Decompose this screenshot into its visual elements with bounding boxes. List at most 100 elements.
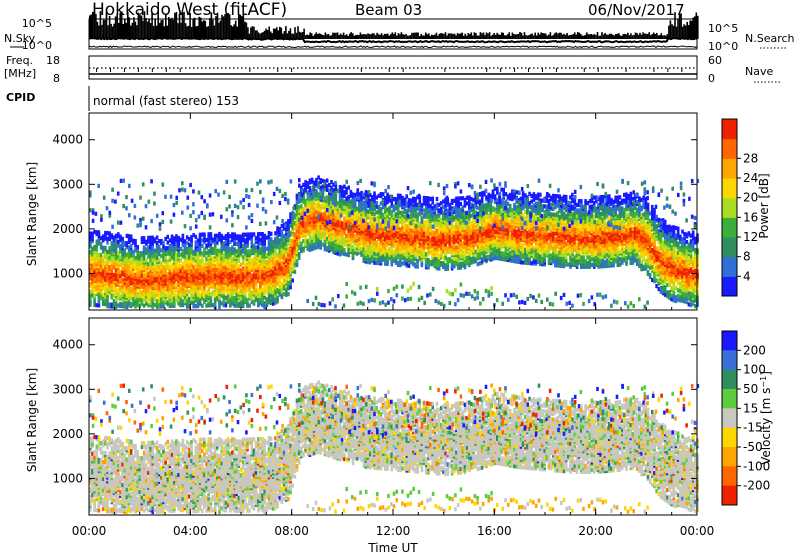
noise-bar <box>417 32 419 39</box>
noise-bar <box>371 33 374 39</box>
power-cell <box>140 236 144 241</box>
power-cell <box>224 284 228 289</box>
noise-bar <box>158 23 161 39</box>
power-cell <box>323 220 327 225</box>
power-cell <box>317 229 320 234</box>
noise-bar <box>681 26 684 39</box>
power-cell <box>112 299 116 304</box>
power-cell <box>198 266 202 271</box>
power-cell <box>106 231 109 236</box>
noise-bar <box>497 34 500 39</box>
power-cell <box>315 177 318 183</box>
power-cell <box>287 247 290 252</box>
power-cell <box>328 224 331 229</box>
power-cell <box>403 240 406 246</box>
power-cell <box>229 239 232 244</box>
power-cell <box>300 247 303 252</box>
power-cell <box>224 234 228 239</box>
noise-bar <box>397 33 400 39</box>
noise-bar <box>295 32 298 39</box>
power-cell <box>151 304 154 310</box>
noise-bar <box>575 34 577 39</box>
noise-bar <box>455 35 457 39</box>
power-cell <box>282 226 286 231</box>
power-cell <box>362 221 366 226</box>
power-cell <box>392 253 396 258</box>
power-cell <box>306 194 310 199</box>
noise-bar <box>576 32 579 39</box>
noise-bar <box>289 28 292 39</box>
power-cell <box>317 222 320 227</box>
power-cell <box>358 192 361 197</box>
noise-bar <box>301 32 304 39</box>
noise-bar <box>256 30 258 39</box>
noise-bar <box>310 33 313 39</box>
power-cell <box>375 216 378 221</box>
power-cell <box>427 228 430 233</box>
power-cell <box>254 252 258 257</box>
power-cell <box>347 209 350 215</box>
noise-bar <box>690 20 693 39</box>
power-cell <box>289 216 292 221</box>
noise-bar <box>183 11 185 40</box>
power-cell <box>194 304 198 309</box>
power-cell <box>248 292 251 297</box>
power-cell <box>429 217 432 222</box>
noise-bar <box>306 34 308 39</box>
power-cell <box>190 235 193 240</box>
power-cell <box>110 257 114 262</box>
power-cell <box>435 213 439 218</box>
noise-bar <box>390 34 392 39</box>
power-cell <box>373 198 376 204</box>
power-cell <box>254 273 258 278</box>
noise-bar <box>225 13 228 39</box>
noise-bar <box>418 36 421 39</box>
power-cell <box>108 302 111 307</box>
power-cell <box>442 264 445 270</box>
noise-bar <box>326 34 328 39</box>
power-cell <box>287 234 290 239</box>
power-cell <box>267 300 271 305</box>
power-cell <box>259 297 262 302</box>
power-cell <box>254 245 258 250</box>
power-cell <box>319 185 322 190</box>
power-cell <box>420 231 424 236</box>
power-cell <box>347 219 350 224</box>
noise-bar <box>120 11 123 39</box>
noise-bar <box>345 34 348 39</box>
noise-bar <box>504 35 506 39</box>
power-cell <box>442 233 445 238</box>
power-cell <box>246 249 249 254</box>
power-cell <box>218 256 221 261</box>
power-cell <box>399 261 402 266</box>
power-cell <box>216 267 219 272</box>
power-cell <box>278 232 282 237</box>
power-cell <box>343 221 346 227</box>
noise-bar <box>651 34 653 39</box>
power-cell <box>269 241 273 246</box>
power-cell <box>123 240 127 246</box>
power-cell <box>353 200 357 205</box>
power-cell <box>424 201 428 206</box>
power-cell <box>246 301 249 306</box>
noise-bar <box>373 33 375 39</box>
power-cell <box>216 233 219 238</box>
power-cell <box>414 230 417 235</box>
power-cell <box>201 232 204 237</box>
power-cell <box>401 225 404 230</box>
noise-bar <box>415 32 418 39</box>
power-cell <box>427 218 430 223</box>
power-cell <box>125 241 129 246</box>
cpid-text: normal (fast stereo) 153 <box>93 94 239 108</box>
noise-bar <box>569 34 571 39</box>
power-cell <box>218 304 221 310</box>
noise-bar <box>598 35 600 39</box>
power-cell <box>293 224 297 229</box>
noise-bar <box>669 20 672 39</box>
noise-bar <box>210 12 213 39</box>
noise-bar <box>421 35 424 39</box>
power-cell <box>287 252 290 257</box>
power-cell <box>108 246 111 251</box>
power-cell <box>328 233 331 238</box>
power-cell <box>160 291 163 296</box>
